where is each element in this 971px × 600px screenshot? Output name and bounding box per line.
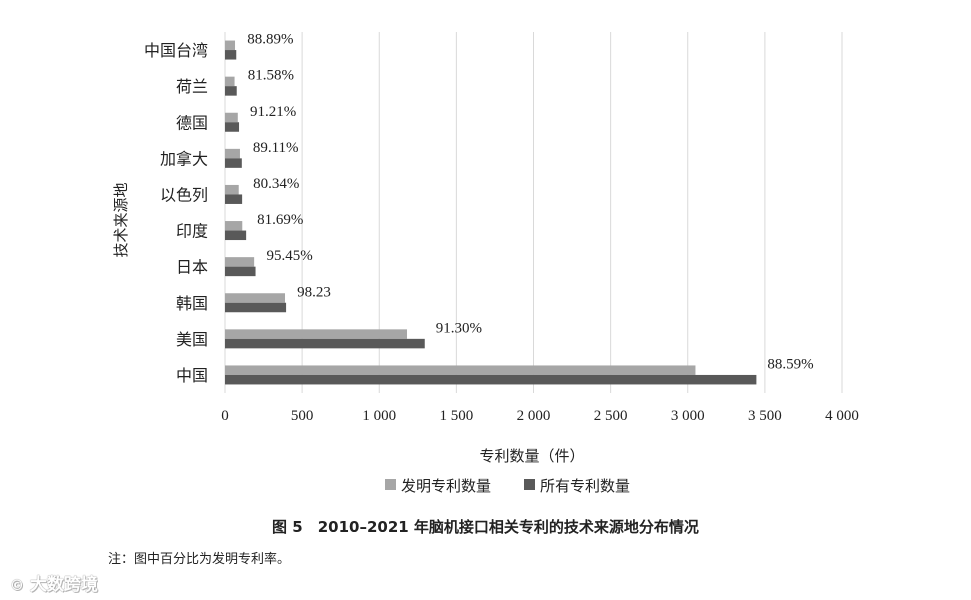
category-label: 以色列	[160, 185, 208, 204]
bar-all	[225, 302, 287, 313]
chart: 0 500 1 000 1 500 2 000 2 500 3 000 3 500 4 000 中…	[112, 32, 859, 495]
bar-invention	[225, 184, 239, 195]
data-label: 91.21%	[250, 104, 296, 120]
legend: 发明专利数量 所有专利数量	[385, 477, 630, 495]
x-tick-label: 1 000	[362, 408, 396, 424]
bar-all	[225, 266, 256, 277]
bar-all	[225, 86, 237, 96]
bar-all	[225, 374, 757, 385]
category-label: 印度	[176, 222, 208, 241]
watermark-logo: © 大数跨境	[10, 570, 98, 595]
legend-swatch-invention	[385, 479, 396, 490]
bar-invention	[225, 365, 696, 375]
bar-invention	[225, 329, 408, 339]
labels: 0 500 1 000 1 500 2 000 2 500 3 000 3 500 4 000 中…	[144, 32, 859, 424]
x-tick-label: 2 000	[517, 408, 551, 424]
category-label: 中国台湾	[144, 41, 208, 60]
bars	[225, 40, 757, 385]
bar-all	[225, 122, 240, 132]
x-tick-label: 500	[291, 408, 314, 424]
x-tick-label: 3 500	[748, 408, 782, 424]
category-label: 中国	[176, 366, 208, 385]
figure-note: 注：图中百分比为发明专利率。	[108, 552, 291, 567]
data-label: 88.89%	[247, 32, 293, 48]
legend-label-all: 所有专利数量	[540, 477, 630, 495]
data-label: 95.45%	[267, 248, 313, 264]
watermark-text: 大数跨境	[29, 575, 98, 595]
x-tick-label: 2 500	[594, 408, 628, 424]
category-label: 德国	[176, 113, 208, 132]
bar-invention	[225, 221, 243, 231]
bar-all	[225, 50, 237, 60]
data-label: 80.34%	[253, 176, 299, 192]
x-axis-title: 专利数量（件）	[479, 447, 584, 465]
data-label: 98.23	[297, 284, 331, 300]
category-label: 美国	[176, 330, 208, 349]
bar-all	[225, 158, 242, 168]
legend-label-invention: 发明专利数量	[401, 477, 491, 495]
y-axis-title: 技术来源地	[112, 182, 130, 257]
data-label: 89.11%	[253, 140, 299, 156]
figure-caption: 图 5 2010–2021 年脑机接口相关专利的技术来源地分布情况	[272, 518, 699, 536]
bar-all	[225, 194, 243, 204]
bar-all	[225, 338, 425, 349]
data-label: 88.59%	[767, 356, 813, 372]
bar-invention	[225, 40, 236, 51]
bar-invention	[225, 76, 235, 87]
bar-invention	[225, 148, 240, 159]
bar-invention	[225, 112, 238, 123]
x-tick-label: 1 500	[440, 408, 474, 424]
x-tick-label: 4 000	[825, 408, 859, 424]
bar-invention	[225, 293, 286, 303]
category-label: 加拿大	[160, 149, 208, 168]
grid-lines	[224, 32, 843, 393]
data-label: 81.58%	[248, 68, 294, 84]
bar-invention	[225, 257, 255, 267]
bar-all	[225, 230, 247, 241]
x-tick-label: 0	[221, 408, 229, 424]
watermark-icon: ©	[10, 578, 24, 594]
category-label: 韩国	[176, 294, 208, 313]
data-label: 91.30%	[436, 320, 482, 336]
category-label: 日本	[176, 258, 208, 277]
category-label: 荷兰	[176, 77, 208, 96]
legend-swatch-all	[524, 479, 535, 490]
data-label: 81.69%	[257, 212, 303, 228]
x-tick-label: 3 000	[671, 408, 705, 424]
